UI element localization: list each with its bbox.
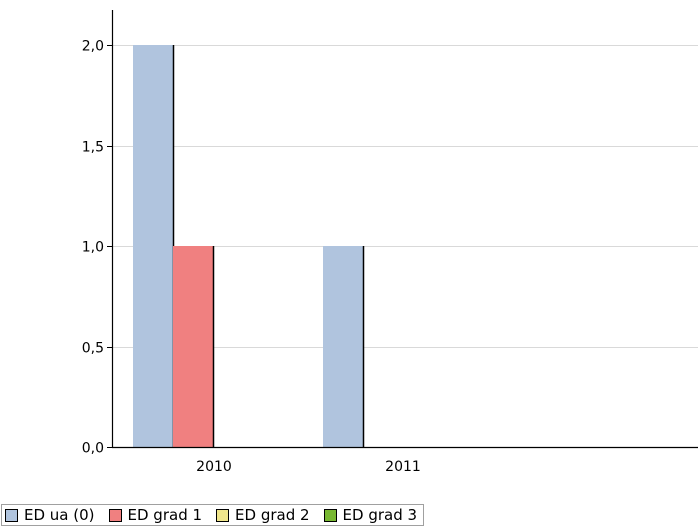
axes bbox=[107, 10, 698, 449]
bar bbox=[133, 45, 173, 447]
x-tick-label: 2010 bbox=[196, 459, 232, 475]
legend-label-ed-grad-1: ED grad 1 bbox=[127, 506, 203, 524]
y-tick-label: 0,0 bbox=[82, 441, 104, 457]
legend-swatch-ed-grad-2 bbox=[216, 508, 230, 522]
legend-item-ed-grad-1: ED grad 1 bbox=[108, 506, 203, 524]
legend-item-ed-ua-0: ED ua (0) bbox=[5, 506, 95, 524]
bar bbox=[173, 246, 213, 447]
legend: ED ua (0) ED grad 1 ED grad 2 ED grad 3 bbox=[1, 504, 425, 526]
legend-label-ed-grad-3: ED grad 3 bbox=[342, 506, 418, 524]
legend-item-ed-grad-3: ED grad 3 bbox=[323, 506, 418, 524]
legend-label-ed-ua-0: ED ua (0) bbox=[24, 506, 95, 524]
legend-swatch-ed-ua-0 bbox=[5, 508, 18, 522]
tick-labels: 0,0 0,5 1,0 1,5 2,0 2010 2011 bbox=[82, 39, 421, 476]
y-tick-label: 0,5 bbox=[82, 341, 104, 357]
y-tick-label: 1,5 bbox=[82, 140, 104, 156]
x-tick-label: 2011 bbox=[385, 459, 421, 475]
legend-swatch-ed-grad-3 bbox=[323, 508, 337, 522]
legend-item-ed-grad-2: ED grad 2 bbox=[216, 506, 310, 524]
y-tick-label: 2,0 bbox=[82, 39, 104, 55]
legend-swatch-ed-grad-1 bbox=[108, 508, 122, 522]
y-tick-label: 1,0 bbox=[82, 240, 104, 256]
legend-label-ed-grad-2: ED grad 2 bbox=[235, 506, 310, 524]
bar bbox=[323, 246, 363, 447]
bars bbox=[133, 45, 365, 447]
